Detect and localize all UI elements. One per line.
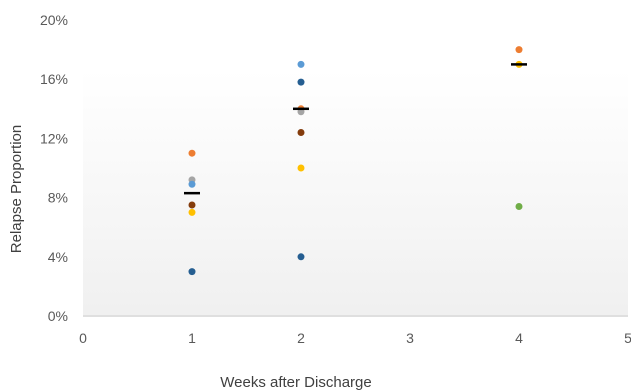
x-tick-label: 0 [79,330,87,346]
data-point [297,253,305,261]
y-axis-title: Relapse Proportion [8,125,25,253]
x-tick-label: 1 [188,330,196,346]
data-point [188,268,196,276]
plot-area [83,70,628,315]
x-tick-label: 3 [406,330,414,346]
data-point [297,164,305,172]
data-point [297,78,305,86]
data-point [188,201,196,209]
y-tick-label: 4% [48,249,68,265]
data-point [188,208,196,216]
y-tick-label: 8% [48,190,68,206]
data-point [188,180,196,188]
x-tick-label: 5 [624,330,631,346]
x-tick-label: 2 [297,330,305,346]
y-tick-label: 16% [40,71,68,87]
y-tick-label: 12% [40,130,68,146]
x-axis-title: Weeks after Discharge [220,374,371,391]
data-point [188,149,196,157]
mean-markers [184,63,527,195]
data-point [515,46,523,54]
data-point [297,128,305,136]
x-tick-labels: 0 1 2 3 4 5 [79,330,631,346]
x-tick-label: 4 [515,330,523,346]
y-tick-label: 0% [48,308,68,324]
y-tick-labels: 0% 4% 8% 12% 16% 20% [40,12,68,324]
data-point [297,60,305,68]
data-point [515,202,523,210]
y-tick-label: 20% [40,12,68,28]
